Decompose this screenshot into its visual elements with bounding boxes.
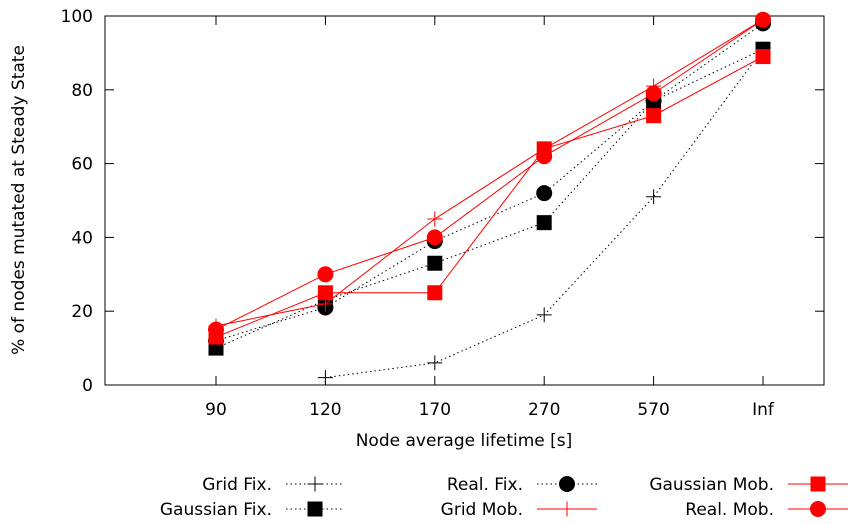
x-tick-label: 90	[205, 400, 227, 420]
data-point	[755, 49, 771, 65]
y-tick-label: 0	[82, 376, 93, 396]
y-axis-label: % of nodes mutated at Steady State	[9, 45, 29, 355]
x-axis: 90 120 170 270 570 Inf	[205, 16, 775, 420]
series-layer	[208, 11, 771, 386]
x-tick-label: 270	[528, 400, 560, 420]
y-tick-label: 60	[71, 155, 93, 175]
x-tick-label: 570	[637, 400, 669, 420]
y-tick-label: 80	[71, 81, 93, 101]
x-tick-label: Inf	[752, 400, 775, 420]
legend-label: Real. Mob.	[685, 500, 774, 520]
x-axis-label: Node average lifetime [s]	[356, 431, 573, 451]
data-point	[426, 229, 443, 246]
legend: Grid Fix. Gaussian Fix. Real. Fix. Grid Mob…	[160, 475, 848, 520]
data-point	[755, 11, 771, 28]
y-tick-label: 20	[71, 302, 93, 322]
data-point	[645, 85, 662, 102]
series-line	[215, 19, 764, 331]
legend-label: Grid Fix.	[202, 475, 272, 495]
data-point	[208, 321, 224, 338]
legend-label: Gaussian Fix.	[160, 500, 272, 520]
series-gaussian-fix	[208, 41, 771, 356]
y-tick-label: 40	[71, 228, 93, 248]
legend-marker	[307, 501, 323, 517]
data-point	[646, 189, 662, 205]
data-point	[427, 355, 443, 371]
series-grid-mob	[208, 12, 771, 334]
data-point	[427, 211, 443, 227]
data-point	[646, 108, 662, 124]
legend-label: Gaussian Mob.	[649, 475, 774, 495]
data-point	[536, 307, 552, 323]
y-axis: 0 20 40 60 80 100	[61, 7, 824, 396]
legend-label: Real. Fix.	[447, 475, 523, 495]
series-line	[215, 48, 764, 349]
legend-marker	[810, 476, 826, 492]
legend-marker	[307, 476, 323, 492]
series-line	[325, 48, 764, 379]
data-point	[536, 215, 552, 231]
data-point	[317, 285, 333, 301]
series-real-fix	[208, 15, 771, 349]
data-point	[536, 148, 553, 165]
series-line	[215, 56, 764, 338]
series-grid-fix	[317, 41, 771, 386]
data-point	[536, 185, 553, 202]
series-line	[215, 19, 764, 327]
x-tick-label: 120	[309, 400, 341, 420]
data-point	[317, 266, 334, 283]
data-point	[317, 370, 333, 386]
plot-frame	[104, 15, 825, 386]
legend-marker	[810, 501, 826, 517]
series-line	[215, 22, 764, 342]
series-real-mob	[208, 11, 771, 338]
y-tick-label: 100	[61, 7, 93, 27]
legend-marker	[559, 476, 575, 492]
data-point	[427, 285, 443, 301]
plot-area	[104, 15, 825, 386]
legend-marker	[559, 501, 575, 517]
x-tick-label: 170	[419, 400, 451, 420]
legend-label: Grid Mob.	[441, 500, 523, 520]
data-point	[427, 255, 443, 271]
